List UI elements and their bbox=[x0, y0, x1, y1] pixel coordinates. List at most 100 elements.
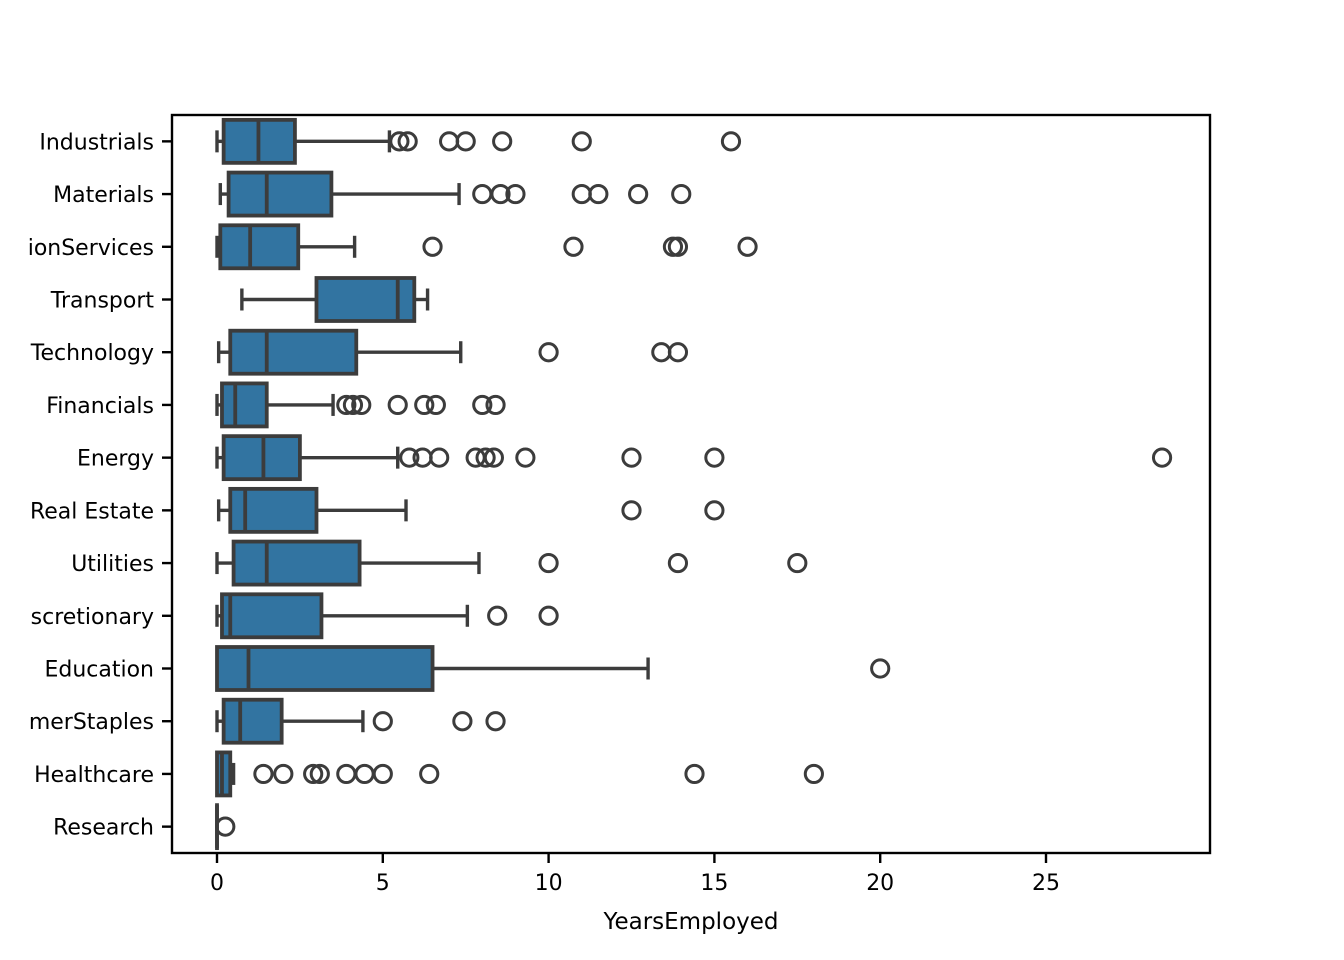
outlier-point bbox=[621, 447, 642, 468]
outlier-point bbox=[490, 183, 511, 205]
box-series bbox=[215, 117, 1173, 851]
outlier-point bbox=[425, 394, 446, 416]
outlier-point bbox=[704, 500, 725, 521]
y-tick-label: Real Estate bbox=[30, 499, 154, 524]
y-tick-label: Research bbox=[53, 816, 154, 841]
axes bbox=[162, 113, 1212, 863]
outlier-point bbox=[704, 447, 725, 468]
y-tick-label: Utilities bbox=[71, 552, 154, 577]
outlier-point bbox=[538, 552, 559, 574]
box-row bbox=[215, 592, 559, 640]
outlier-point bbox=[803, 763, 824, 785]
y-tick-label: scretionary bbox=[31, 605, 154, 630]
outlier-point bbox=[336, 394, 357, 416]
box-row bbox=[215, 223, 758, 271]
box-row bbox=[215, 803, 236, 851]
iqr-box bbox=[228, 486, 319, 534]
box-row bbox=[215, 381, 506, 429]
y-tick-label: Financials bbox=[46, 394, 154, 419]
tick-labels: 0 5 10 15 20 25 Industrials Materials ionService… bbox=[28, 130, 1060, 896]
outlier-point bbox=[538, 342, 559, 363]
iqr-box bbox=[215, 645, 435, 692]
iqr-box bbox=[220, 592, 324, 640]
box-row bbox=[215, 117, 742, 165]
outlier-point bbox=[273, 763, 294, 785]
outlier-point bbox=[215, 816, 236, 837]
y-tick-label: Materials bbox=[53, 183, 154, 208]
outlier-point bbox=[563, 236, 584, 257]
y-tick-label: Energy bbox=[77, 447, 154, 472]
outlier-point bbox=[588, 183, 609, 205]
outlier-point bbox=[253, 763, 274, 785]
x-tick-label: 15 bbox=[700, 871, 728, 896]
outlier-point bbox=[684, 763, 705, 785]
box-row bbox=[215, 434, 1173, 482]
outlier-point bbox=[342, 394, 364, 416]
outlier-point bbox=[372, 711, 393, 732]
outlier-point bbox=[492, 131, 513, 152]
outlier-point bbox=[870, 658, 891, 679]
box-row bbox=[240, 276, 430, 323]
outlier-point bbox=[419, 763, 440, 785]
box-row bbox=[218, 170, 692, 218]
outlier-point bbox=[309, 763, 330, 785]
box-row bbox=[216, 486, 725, 534]
outlier-point bbox=[397, 131, 418, 152]
outlier-point bbox=[1151, 447, 1173, 468]
outlier-point bbox=[483, 447, 504, 468]
iqr-box bbox=[228, 328, 359, 376]
outlier-point bbox=[720, 131, 742, 152]
iqr-box bbox=[221, 697, 284, 745]
outlier-point bbox=[538, 605, 559, 626]
outlier-point bbox=[671, 183, 692, 205]
outlier-point bbox=[667, 236, 689, 257]
outlier-point bbox=[571, 131, 592, 152]
y-tick-label: Technology bbox=[30, 341, 154, 366]
y-tick-label: Healthcare bbox=[34, 763, 154, 788]
y-tick-label: Transport bbox=[50, 289, 155, 314]
outlier-point bbox=[387, 394, 408, 416]
outlier-point bbox=[667, 552, 689, 574]
outlier-point bbox=[667, 342, 689, 363]
iqr-box bbox=[220, 381, 269, 429]
outlier-point bbox=[372, 763, 393, 785]
iqr-box bbox=[314, 276, 417, 323]
iqr-box bbox=[231, 539, 362, 587]
outlier-point bbox=[485, 394, 506, 416]
y-tick-label: Industrials bbox=[39, 130, 154, 155]
box-row bbox=[216, 328, 689, 376]
x-tick-label: 25 bbox=[1032, 871, 1060, 896]
x-tick-label: 10 bbox=[535, 871, 563, 896]
outlier-point bbox=[303, 763, 324, 785]
outlier-point bbox=[472, 394, 493, 416]
outlier-point bbox=[621, 500, 642, 521]
plot-background bbox=[172, 115, 1210, 853]
iqr-box bbox=[226, 170, 334, 218]
outlier-point bbox=[737, 236, 758, 257]
y-tick-label: merStaples bbox=[29, 710, 154, 735]
box-row bbox=[215, 645, 891, 692]
outlier-point bbox=[351, 394, 372, 416]
iqr-box bbox=[218, 223, 301, 271]
y-tick-label: ionServices bbox=[28, 236, 154, 261]
box-row bbox=[215, 697, 506, 745]
outlier-point bbox=[787, 552, 808, 574]
box-row bbox=[215, 539, 808, 587]
x-axis-label: YearsEmployed bbox=[602, 909, 778, 935]
outlier-point bbox=[487, 605, 508, 626]
outlier-point bbox=[389, 131, 410, 152]
outlier-point bbox=[429, 447, 450, 468]
outlier-point bbox=[422, 236, 443, 257]
x-tick-label: 20 bbox=[866, 871, 894, 896]
outlier-point bbox=[515, 447, 536, 468]
x-tick-label: 0 bbox=[210, 871, 224, 896]
outlier-point bbox=[505, 183, 526, 205]
outlier-point bbox=[414, 394, 435, 416]
box-row bbox=[215, 750, 824, 798]
outlier-point bbox=[452, 711, 473, 732]
plot-area bbox=[172, 115, 1210, 853]
outlier-point bbox=[455, 131, 476, 152]
outlier-point bbox=[628, 183, 649, 205]
